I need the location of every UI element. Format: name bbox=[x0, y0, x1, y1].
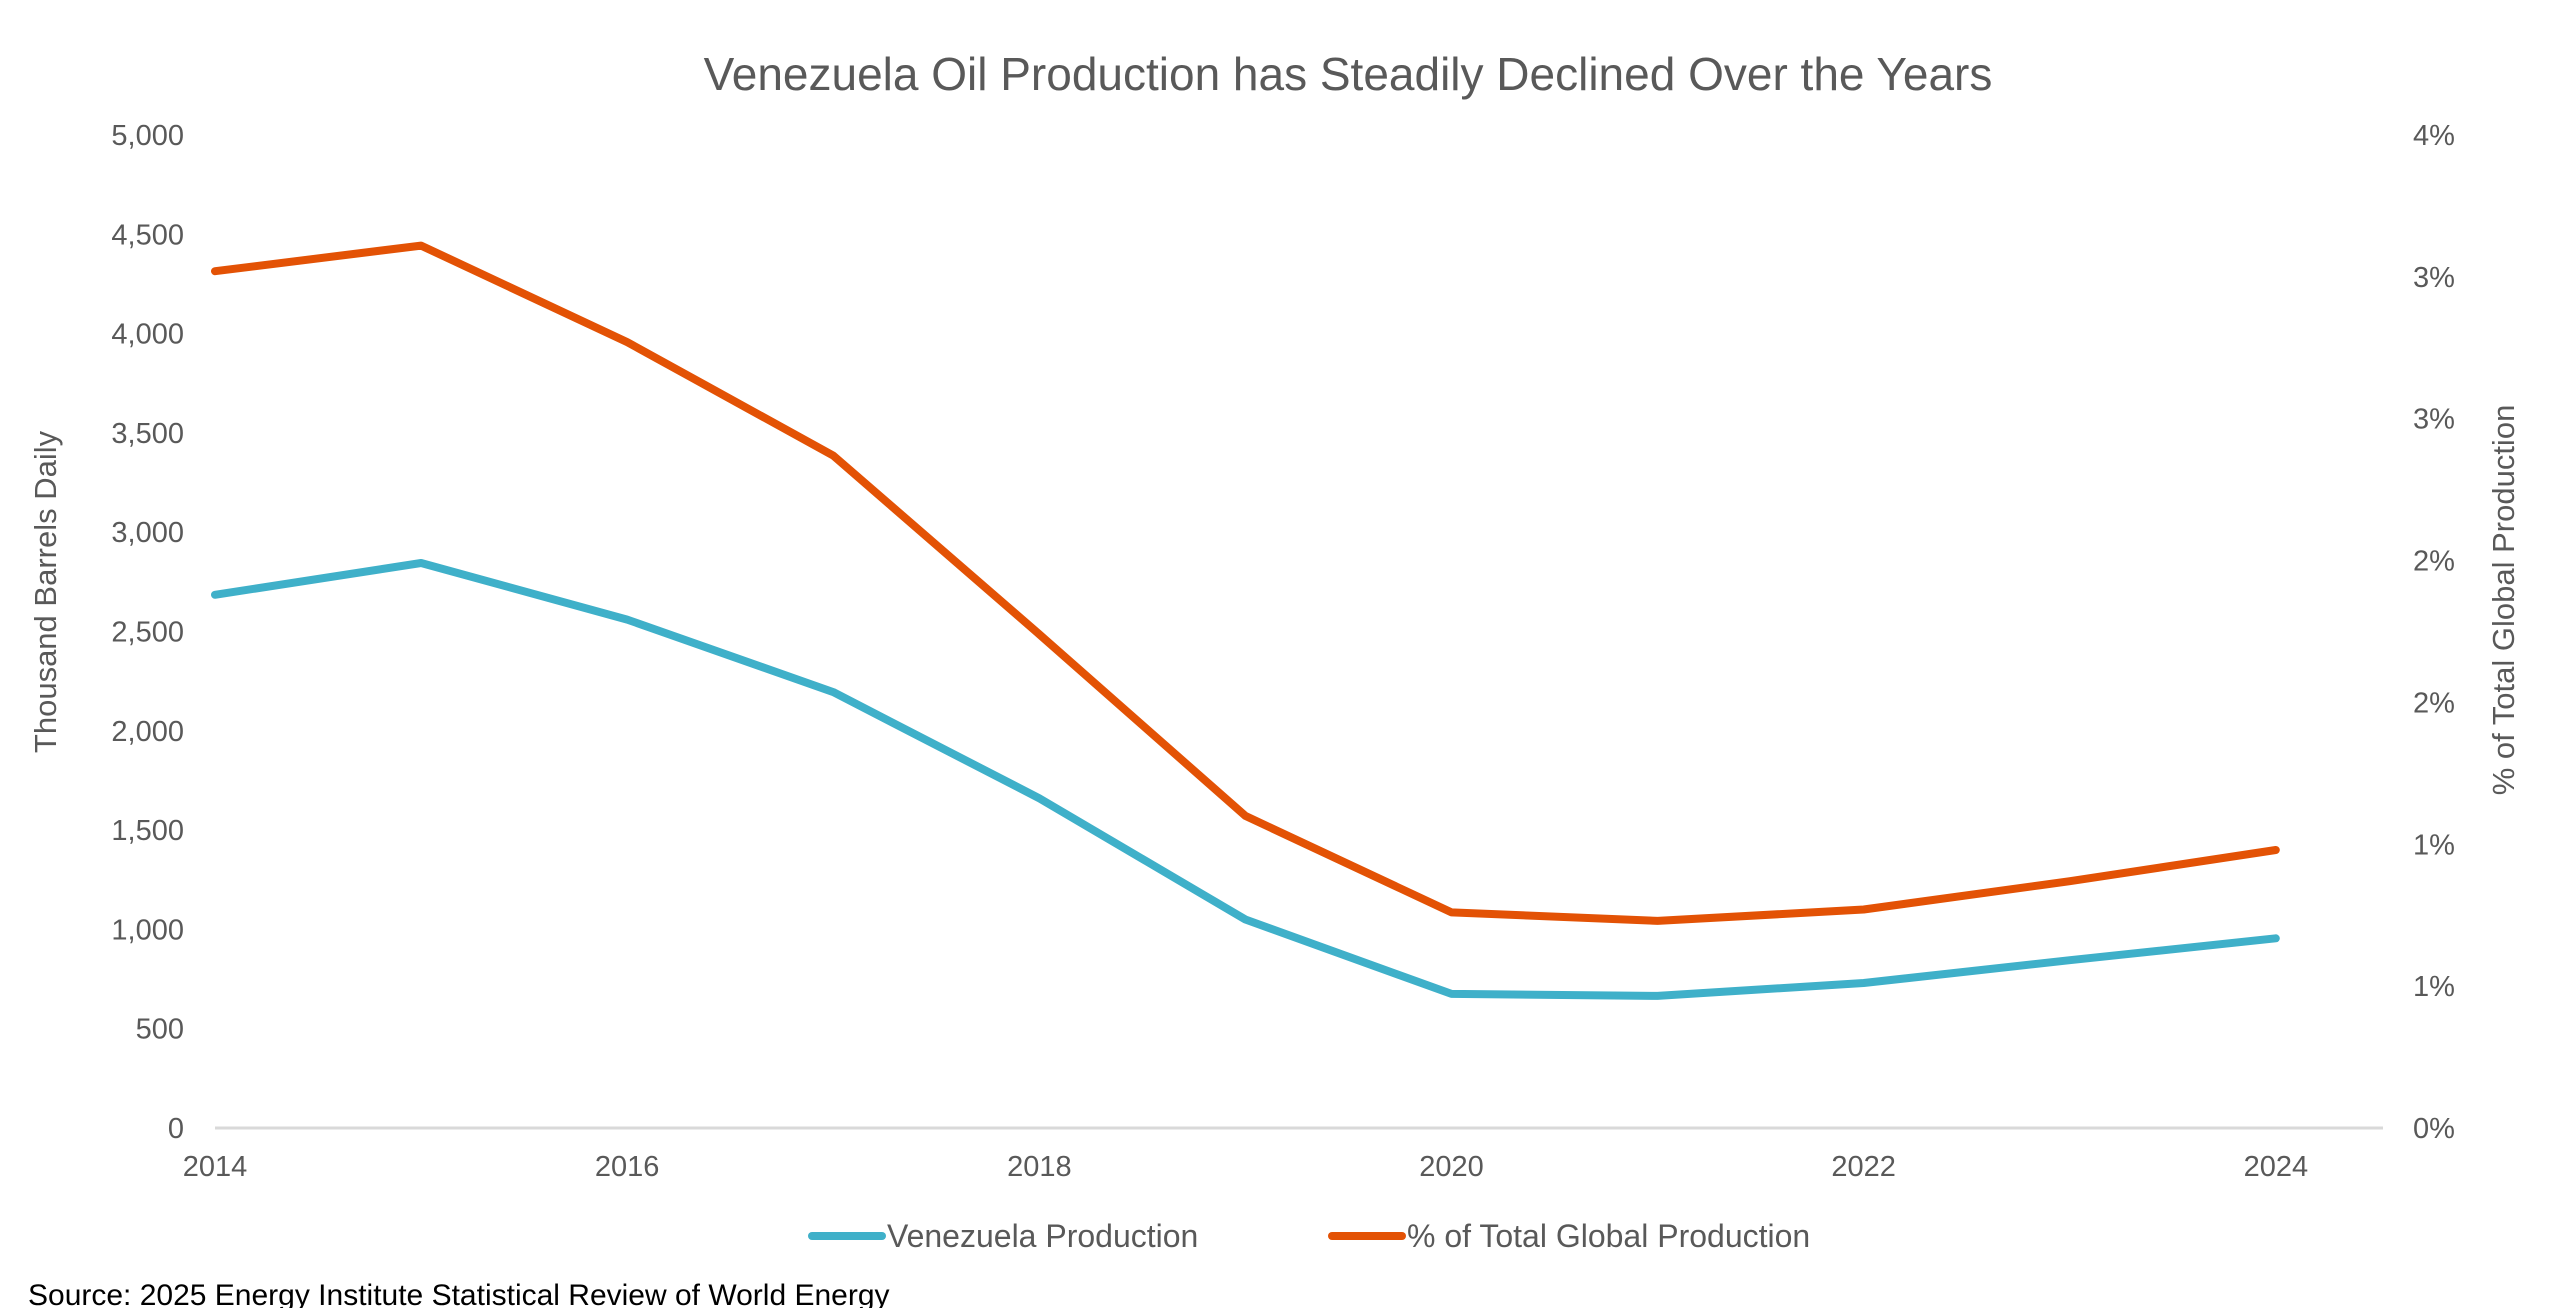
x-tick-label: 2022 bbox=[1831, 1151, 1896, 1183]
legend-label-venezuela-production: Venezuela Production bbox=[887, 1218, 1198, 1254]
y-tick-label: 500 bbox=[136, 1014, 184, 1046]
y2-tick-label: 2% bbox=[2413, 546, 2455, 578]
y-tick-label: 3,500 bbox=[111, 418, 184, 450]
chart-title: Venezuela Oil Production has Steadily De… bbox=[704, 48, 1993, 100]
y2-tick-label: 4% bbox=[2413, 120, 2455, 152]
y2-tick-label: 1% bbox=[2413, 829, 2455, 861]
y2-tick-label: 0% bbox=[2413, 1113, 2455, 1145]
x-tick-label: 2018 bbox=[1007, 1151, 1072, 1183]
y2-axis-title: % of Total Global Production bbox=[2486, 405, 2521, 796]
x-tick-label: 2014 bbox=[183, 1151, 248, 1183]
y-tick-label: 3,000 bbox=[111, 517, 184, 549]
x-tick-label: 2024 bbox=[2244, 1151, 2309, 1183]
y-axis-title: Thousand Barrels Daily bbox=[28, 430, 63, 753]
x-tick-label: 2016 bbox=[595, 1151, 660, 1183]
y-tick-label: 0 bbox=[168, 1113, 184, 1145]
legend-label-pct-global-production: % of Total Global Production bbox=[1407, 1218, 1810, 1254]
y-tick-label: 1,500 bbox=[111, 815, 184, 847]
series-lines bbox=[211, 241, 2280, 1000]
y2-tick-label: 2% bbox=[2413, 687, 2455, 719]
series-line-pct-global-production bbox=[211, 241, 2280, 925]
y-tick-label: 2,500 bbox=[111, 617, 184, 649]
legend: Venezuela Production % of Total Global P… bbox=[808, 1218, 1810, 1254]
y-tick-label: 1,000 bbox=[111, 914, 184, 946]
y-tick-label: 4,500 bbox=[111, 219, 184, 251]
x-axis-ticks: 2014 2016 2018 2020 2022 2024 bbox=[183, 1151, 2308, 1183]
y-tick-label: 4,000 bbox=[111, 319, 184, 351]
series-line-venezuela-production bbox=[211, 559, 2280, 1000]
y-tick-label: 2,000 bbox=[111, 716, 184, 748]
y-axis-ticks: 0 500 1,000 1,500 2,000 2,500 3,000 3,500 4,000 4… bbox=[111, 120, 184, 1145]
y2-tick-label: 3% bbox=[2413, 262, 2455, 294]
y-tick-label: 5,000 bbox=[111, 120, 184, 152]
y2-axis-ticks: 0% 1% 1% 2% 2% 3% 3% 4% bbox=[2413, 120, 2455, 1145]
source-note: Source: 2025 Energy Institute Statistica… bbox=[28, 1279, 890, 1308]
y2-tick-label: 1% bbox=[2413, 971, 2455, 1003]
x-tick-label: 2020 bbox=[1419, 1151, 1484, 1183]
y2-tick-label: 3% bbox=[2413, 404, 2455, 436]
